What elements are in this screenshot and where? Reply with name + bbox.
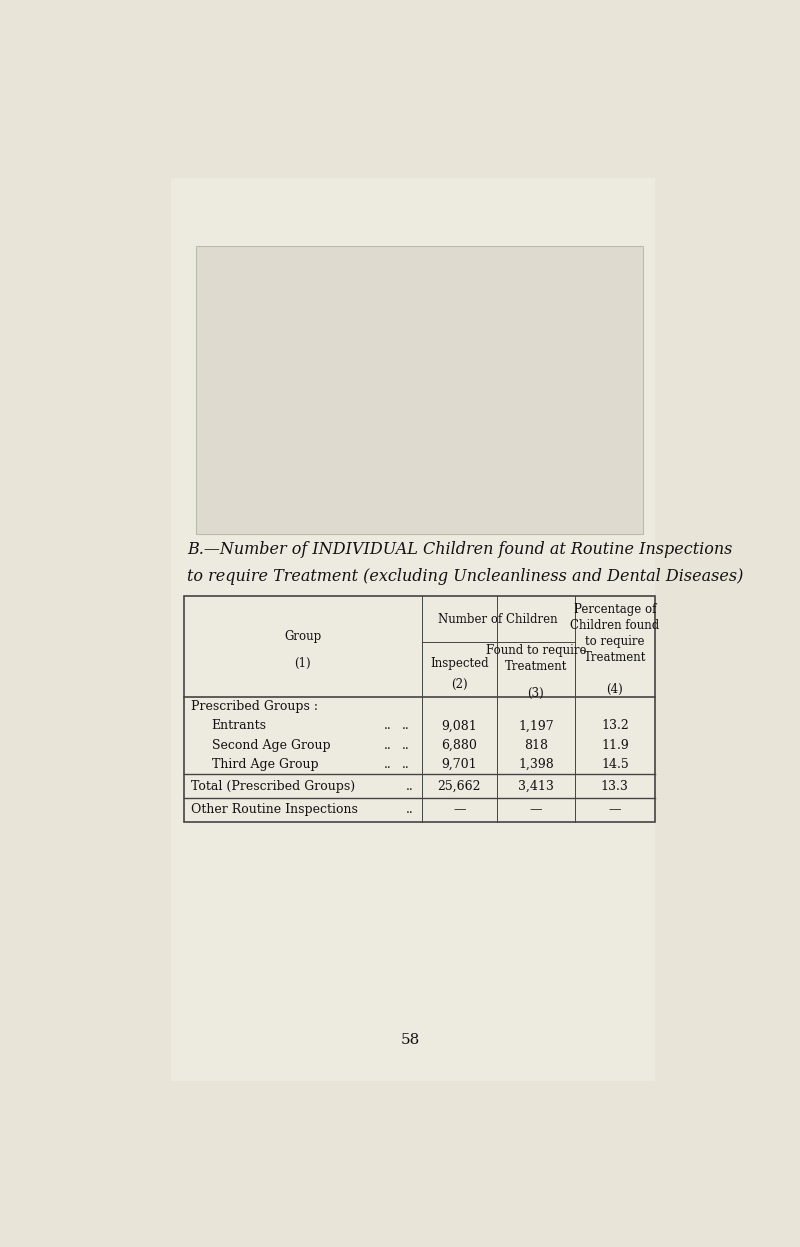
Text: Inspected: Inspected: [430, 657, 489, 671]
Text: B.—Number of INDIVIDUAL Children found at Routine Inspections: B.—Number of INDIVIDUAL Children found a…: [187, 541, 732, 557]
Text: Other Routine Inspections: Other Routine Inspections: [191, 803, 358, 817]
Text: Number of Children: Number of Children: [438, 612, 558, 626]
Text: to require Treatment (excluding Uncleanliness and Dental Diseases): to require Treatment (excluding Uncleanl…: [187, 567, 743, 585]
Text: ..: ..: [402, 758, 410, 771]
Text: 6,880: 6,880: [442, 738, 478, 752]
Text: (3): (3): [527, 687, 544, 700]
Text: Percentage of
Children found
to require
Treatment: Percentage of Children found to require …: [570, 602, 659, 663]
Text: ..: ..: [384, 738, 391, 752]
Text: 9,701: 9,701: [442, 758, 477, 771]
Text: Found to require
Treatment: Found to require Treatment: [486, 643, 586, 672]
Text: ..: ..: [384, 720, 391, 732]
Text: 58: 58: [400, 1033, 420, 1046]
Text: ..: ..: [402, 720, 410, 732]
Text: Prescribed Groups :: Prescribed Groups :: [191, 700, 318, 713]
Text: 11.9: 11.9: [601, 738, 629, 752]
Text: Group: Group: [284, 631, 322, 643]
Text: 25,662: 25,662: [438, 779, 481, 793]
Text: 1,197: 1,197: [518, 720, 554, 732]
Bar: [196, 246, 642, 534]
Text: —: —: [453, 803, 466, 817]
Text: 3,413: 3,413: [518, 779, 554, 793]
Text: 14.5: 14.5: [601, 758, 629, 771]
Text: ..: ..: [402, 738, 410, 752]
Text: Third Age Group: Third Age Group: [211, 758, 318, 771]
Text: 13.3: 13.3: [601, 779, 629, 793]
Text: —: —: [530, 803, 542, 817]
Text: ..: ..: [406, 779, 413, 793]
Text: 1,398: 1,398: [518, 758, 554, 771]
Text: 9,081: 9,081: [442, 720, 478, 732]
Text: 818: 818: [524, 738, 548, 752]
Text: ..: ..: [384, 758, 391, 771]
Text: Entrants: Entrants: [211, 720, 266, 732]
Text: —: —: [609, 803, 621, 817]
Text: (2): (2): [451, 678, 468, 691]
Text: (1): (1): [294, 657, 311, 671]
Text: (4): (4): [606, 683, 623, 696]
Text: 13.2: 13.2: [601, 720, 629, 732]
Text: ..: ..: [406, 803, 413, 817]
Bar: [184, 596, 655, 822]
Bar: [171, 178, 655, 1081]
Text: Second Age Group: Second Age Group: [211, 738, 330, 752]
Text: Total (Prescribed Groups): Total (Prescribed Groups): [191, 779, 355, 793]
